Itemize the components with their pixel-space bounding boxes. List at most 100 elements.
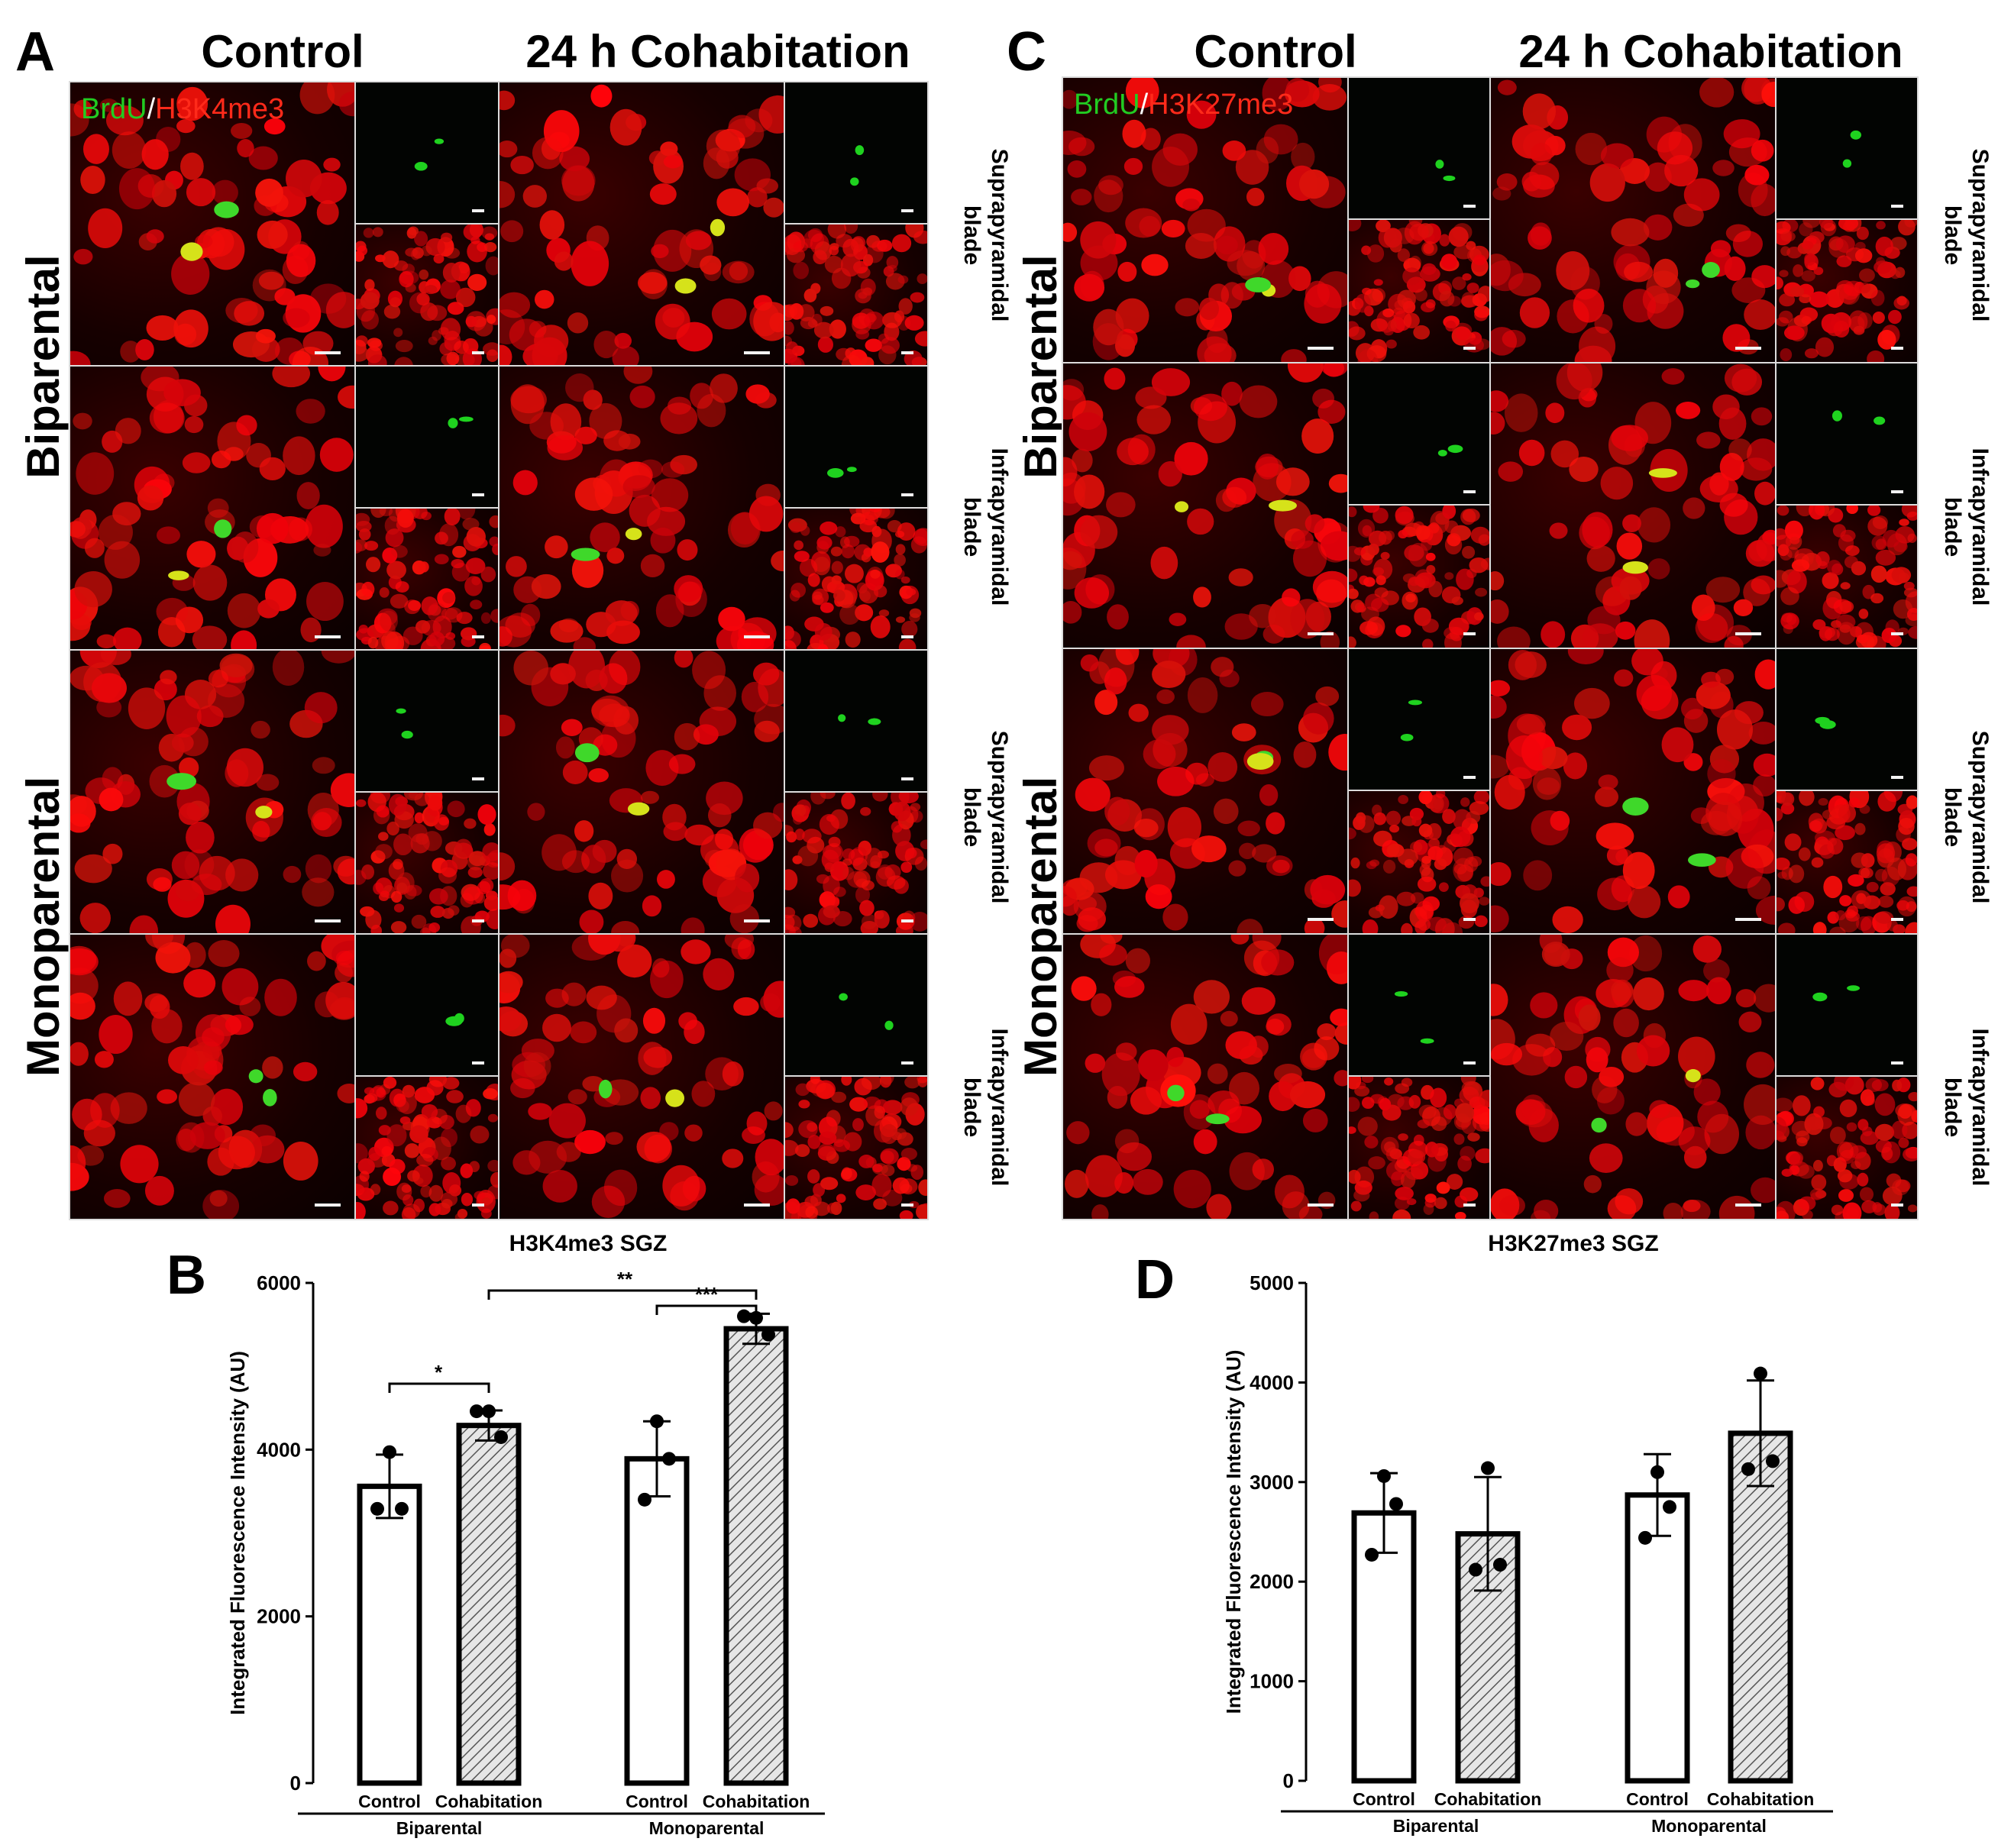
micrograph-brdu: [1775, 648, 1919, 793]
brdu-label: BrdU: [81, 93, 147, 125]
h3k27me3-label: H3K27me3: [1148, 89, 1294, 121]
bar: [1625, 1492, 1690, 1784]
chart-title-d: H3K27me3 SGZ: [1488, 1231, 1659, 1256]
significance-bracket: [388, 1382, 490, 1393]
group-label: Monoparental: [649, 1818, 765, 1838]
bar-chart-d: 0 1000 2000 3000 4000 5000 Integrated Fluoresc…: [1222, 1271, 1833, 1836]
data-point: [1663, 1500, 1676, 1514]
y-tick-label: 2000: [257, 1605, 301, 1628]
micrograph-h3: [784, 791, 929, 936]
x-tick-label: Cohabitation: [1707, 1789, 1815, 1809]
micrograph-h3: [1347, 218, 1491, 363]
scale-bar: [1891, 632, 1903, 635]
scale-bar: [1463, 205, 1476, 208]
micrograph-h3: [784, 1075, 929, 1220]
data-point: [638, 1492, 651, 1507]
scale-bar: [901, 209, 913, 212]
significance-bracket: [487, 1289, 758, 1300]
significance-bracket: [655, 1304, 758, 1315]
brdu-label: BrdU: [1074, 89, 1140, 121]
micrograph-brdu: [354, 649, 500, 794]
y-axis-label: Integrated Fluorescence Intensity (AU): [1222, 1350, 1245, 1714]
chart-title-b: H3K4me3 SGZ: [509, 1231, 668, 1256]
panel-label-a: A: [15, 21, 55, 82]
micrograph-merge: [1062, 648, 1349, 935]
bar: [456, 1423, 522, 1786]
y-tick-label: 0: [1283, 1769, 1294, 1792]
scale-bar: [1891, 776, 1903, 779]
scale-bar: [901, 351, 913, 354]
scale-bar: [472, 919, 484, 922]
blade-label-line1: Infrapyramidal: [1967, 447, 1993, 606]
data-point: [1650, 1465, 1664, 1479]
data-point: [1377, 1468, 1391, 1483]
scale-bar: [1308, 632, 1334, 635]
micrograph-merge: [69, 933, 356, 1220]
blade-label-line2: blade: [959, 1077, 984, 1138]
scale-bar: [744, 351, 770, 354]
micrograph-h3: [354, 791, 500, 936]
micrograph-h3: [1775, 790, 1919, 935]
bar: [624, 1455, 690, 1786]
data-point: [1365, 1547, 1379, 1562]
data-point: [1741, 1462, 1755, 1476]
data-point: [749, 1310, 763, 1325]
blade-label-a-2: Infrapyramidal blade: [958, 367, 1013, 687]
micrograph-h3: [1775, 504, 1919, 649]
scale-bar: [1463, 490, 1476, 493]
blade-label-a-1: Suprapyramidal blade: [958, 75, 1013, 396]
x-tick-label: Control: [626, 1791, 688, 1811]
blade-label-line1: Suprapyramidal: [987, 730, 1012, 904]
scale-bar: [472, 351, 484, 354]
micrograph-brdu: [1775, 76, 1919, 221]
micrograph-merge: [498, 81, 785, 368]
data-point: [662, 1452, 676, 1466]
legend-separator: /: [147, 93, 156, 125]
micrograph-h3: [354, 507, 500, 652]
h3k4me3-label: H3K4me3: [155, 93, 285, 125]
column-header-cohabitation-a: 24 h Cohabitation: [525, 26, 910, 77]
scale-bar: [1891, 490, 1903, 493]
x-tick-label: Cohabitation: [435, 1791, 543, 1811]
panel-label-b: B: [166, 1245, 206, 1306]
scale-bar: [901, 777, 913, 780]
blade-label-c-3: Suprapyramidal blade: [1938, 657, 1993, 977]
y-tick-label: 4000: [1250, 1371, 1294, 1394]
scale-bar: [472, 1203, 484, 1207]
x-tick-label: Cohabitation: [1434, 1789, 1542, 1809]
micrograph-merge: [1489, 648, 1777, 935]
micrograph-merge: [498, 933, 785, 1220]
data-point: [1481, 1461, 1495, 1475]
scale-bar: [472, 209, 484, 212]
data-point: [482, 1404, 496, 1419]
scale-bar: [1463, 918, 1476, 921]
scale-bar: [315, 351, 341, 354]
scale-bar: [472, 1061, 484, 1065]
micrograph-merge: [498, 649, 785, 936]
y-axis-label: Integrated Fluorescence Intensity (AU): [226, 1351, 249, 1715]
stain-legend-a: BrdU/H3K4me3: [81, 95, 284, 124]
micrograph-brdu: [354, 933, 500, 1078]
scale-bar: [1308, 1203, 1334, 1207]
blade-label-line2: blade: [1940, 787, 1965, 848]
column-header-control-c: Control: [1194, 26, 1357, 77]
y-tick-label: 0: [290, 1772, 301, 1795]
micrograph-merge: [69, 649, 356, 936]
micrograph-brdu: [1775, 362, 1919, 507]
scale-bar: [315, 1203, 341, 1207]
scale-bar: [1463, 1061, 1476, 1065]
micrograph-merge: [1489, 76, 1777, 363]
scale-bar: [1891, 347, 1903, 350]
scale-bar: [472, 493, 484, 496]
data-point: [1389, 1497, 1403, 1511]
micrograph-brdu: [784, 933, 929, 1078]
micrograph-merge: [69, 365, 356, 652]
micrograph-brdu: [354, 365, 500, 510]
scale-bar: [1463, 632, 1476, 635]
blade-label-line1: Infrapyramidal: [1967, 1028, 1993, 1187]
blade-label-line1: Infrapyramidal: [987, 1028, 1012, 1187]
data-point: [1469, 1562, 1482, 1577]
scale-bar: [744, 919, 770, 922]
y-tick-label: 4000: [257, 1438, 301, 1461]
y-tick-label: 1000: [1250, 1670, 1294, 1693]
